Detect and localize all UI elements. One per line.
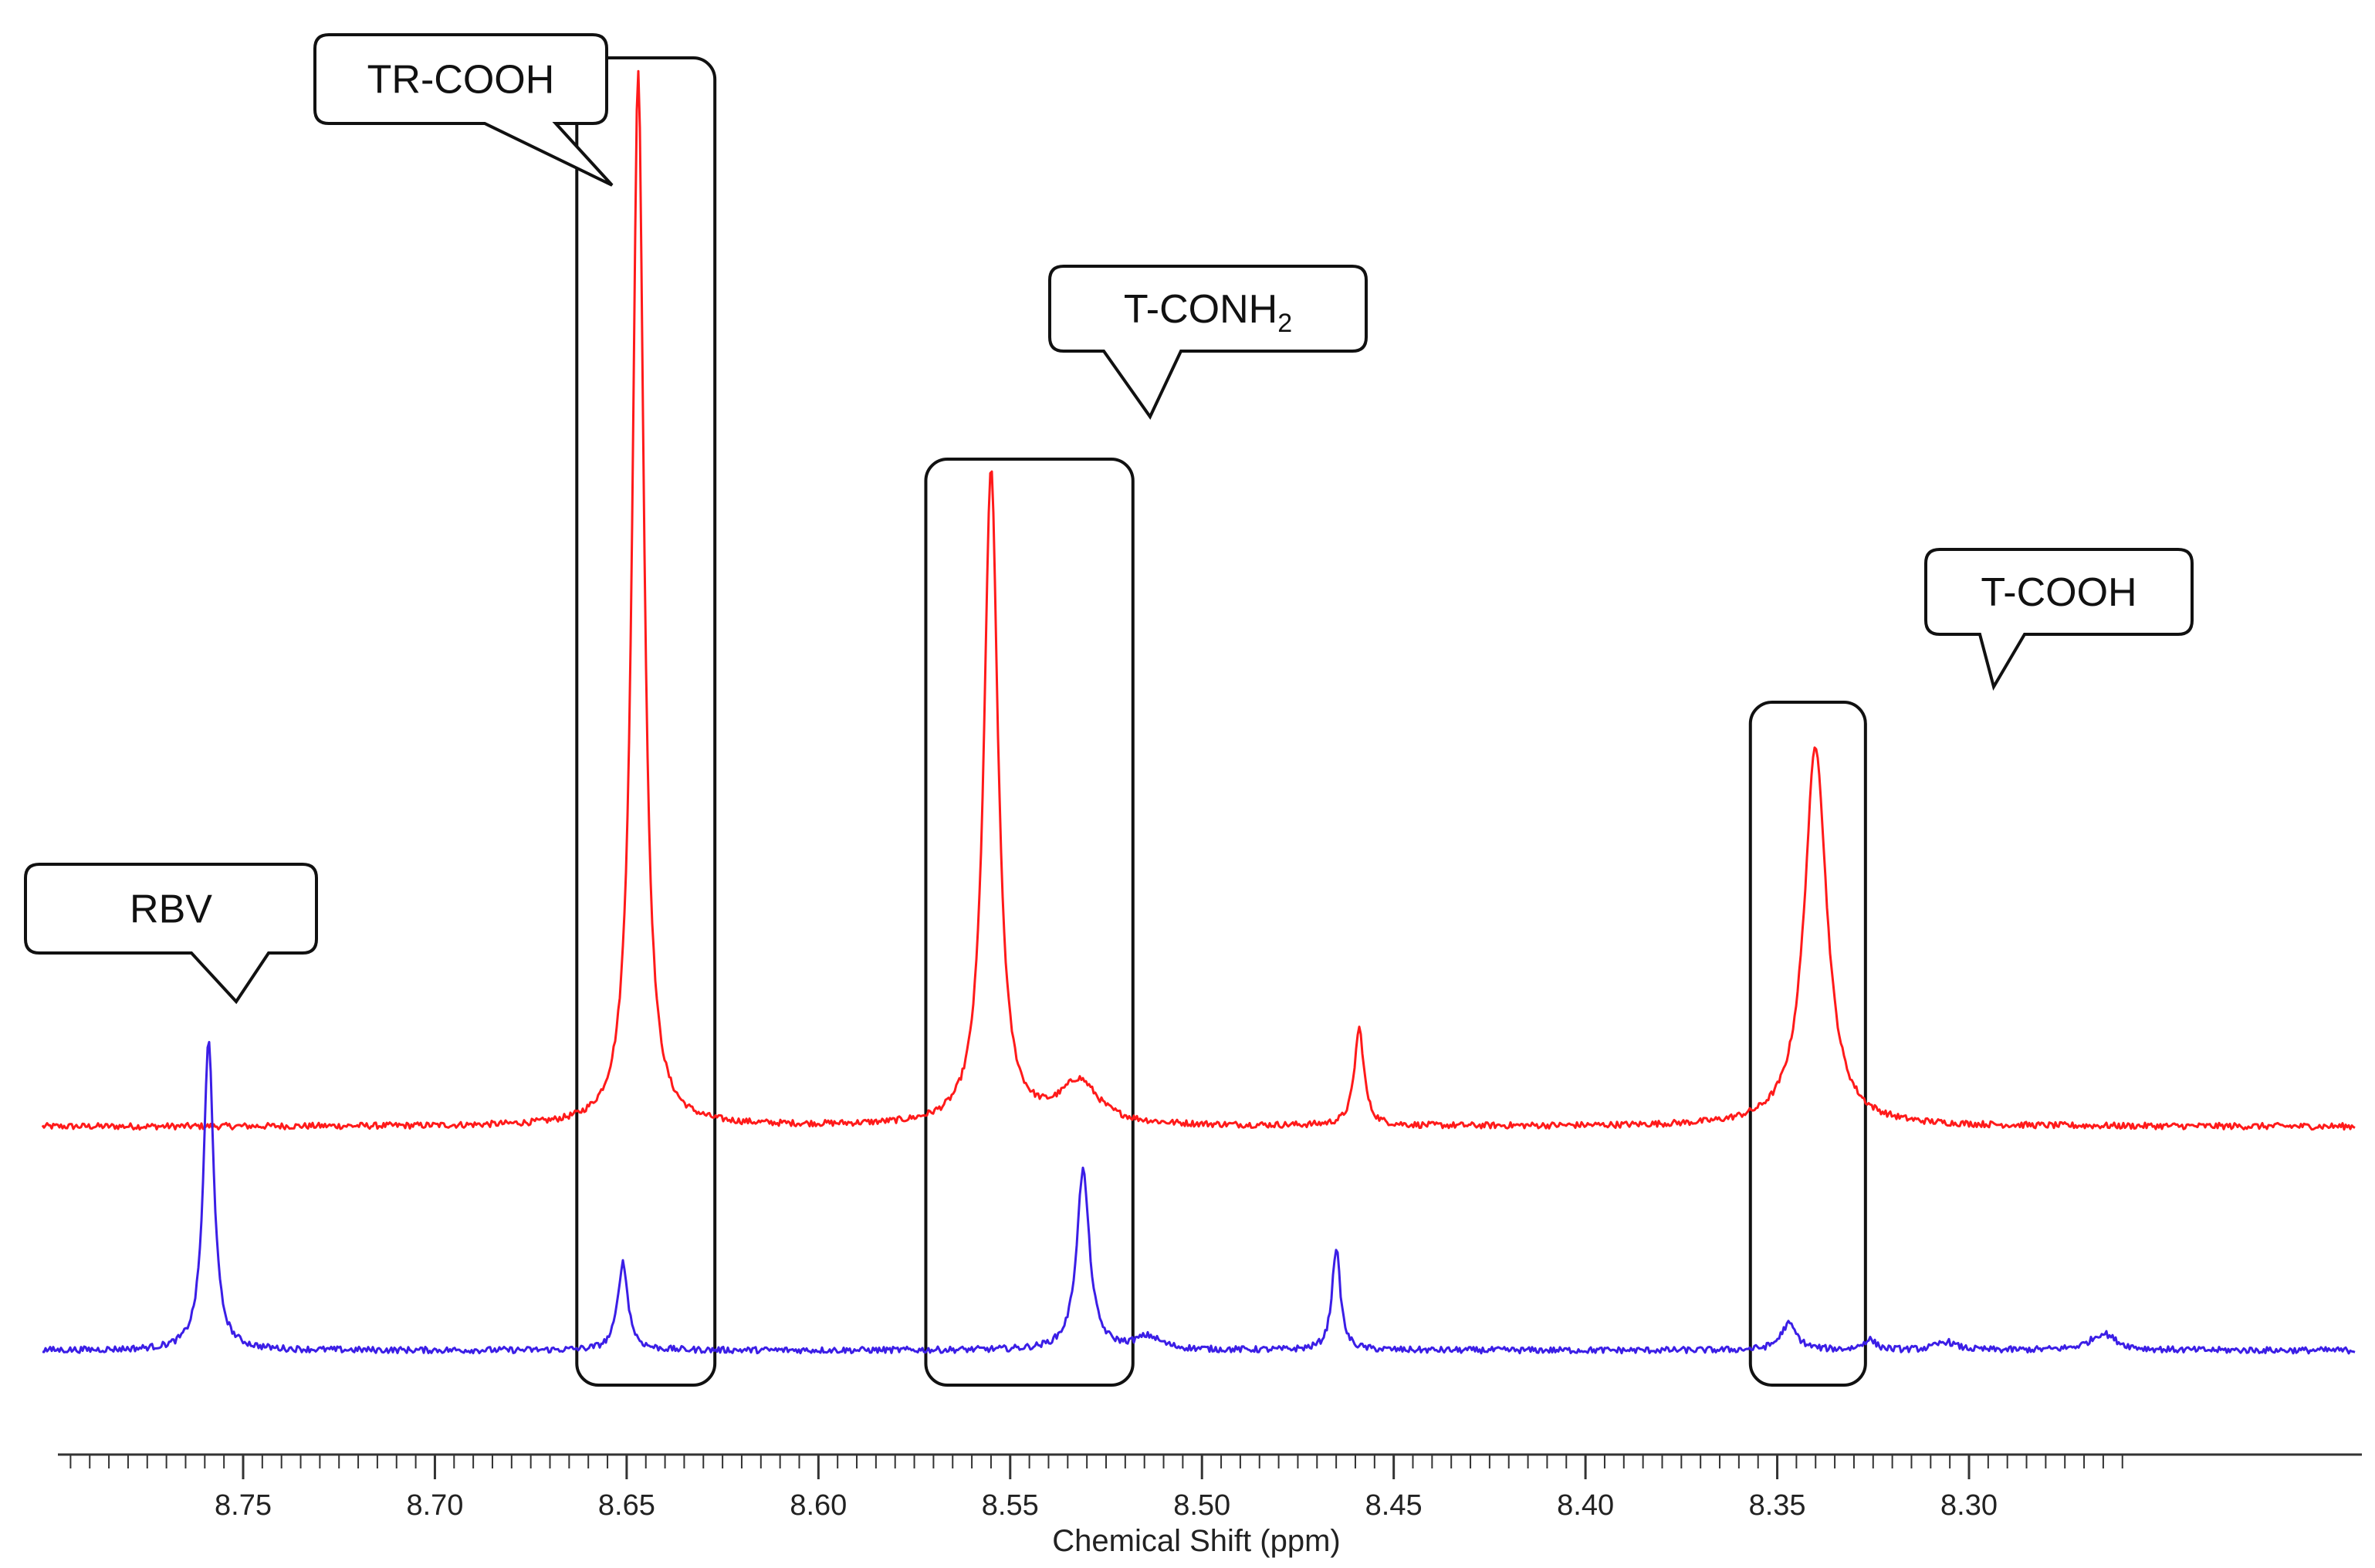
x-axis-ticks: 8.75 8.70 8.65 8.60 8.55 8.50 8.45 8.40 8.35 8.30	[69, 1455, 2123, 1522]
tick-label: 8.65	[598, 1489, 655, 1522]
highlight-boxes	[575, 56, 1867, 1387]
callout-bubble	[1924, 548, 2194, 691]
callout-bubble	[313, 33, 614, 187]
callout-label: RBV	[130, 887, 212, 932]
callout-label: T-CONH2	[1124, 287, 1292, 338]
callout-label: TR-COOH	[367, 58, 555, 103]
tick-label: 8.35	[1749, 1489, 1806, 1522]
callout-bubble	[1048, 265, 1368, 420]
callout-t-cooh: T-COOH	[1924, 548, 2194, 691]
spectrum-traces	[41, 69, 2356, 1355]
callout-label: T-COOH	[1981, 570, 2136, 615]
callout-rbv: RBV	[24, 863, 318, 1005]
highlight-box	[1748, 701, 1867, 1387]
tick-label: 8.45	[1365, 1489, 1423, 1522]
spectrum-trace-1	[41, 69, 2356, 1131]
tick-label: 8.75	[215, 1489, 272, 1522]
tick-label: 8.40	[1557, 1489, 1614, 1522]
callout-t-conh: T-CONH2	[1048, 265, 1368, 420]
peak-callouts: RBV TR-COOH T-CONH2 T-COOH	[24, 33, 2194, 1005]
callout-bubble	[24, 863, 318, 1005]
tick-label: 8.70	[406, 1489, 463, 1522]
tick-label: 8.55	[982, 1489, 1039, 1522]
tick-label: 8.60	[790, 1489, 847, 1522]
tick-label: 8.30	[1940, 1489, 1998, 1522]
tick-label: 8.50	[1173, 1489, 1230, 1522]
spectrum-trace-2	[42, 1040, 2356, 1355]
x-axis-title: Chemical Shift (ppm)	[1052, 1524, 1340, 1558]
callout-tr-cooh: TR-COOH	[313, 33, 614, 187]
highlight-box	[924, 458, 1135, 1387]
highlight-box	[575, 56, 717, 1387]
x-axis: 8.75 8.70 8.65 8.60 8.55 8.50 8.45 8.40 8.35 8.30…	[58, 1453, 2362, 1558]
